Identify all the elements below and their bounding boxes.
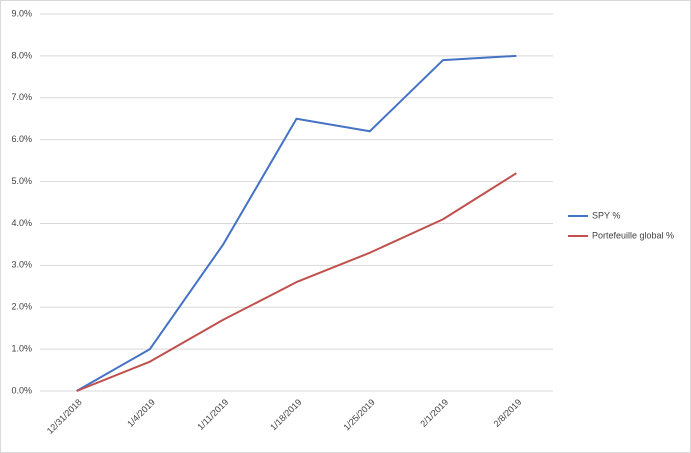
y-tick-label: 8.0%	[11, 50, 32, 60]
y-tick-label: 2.0%	[11, 302, 32, 312]
y-tick-label: 5.0%	[11, 176, 32, 186]
y-tick-label: 0.0%	[11, 385, 32, 395]
series-line	[76, 172, 517, 392]
y-tick-label: 7.0%	[11, 92, 32, 102]
y-tick-label: 6.0%	[11, 134, 32, 144]
y-tick-label: 1.0%	[11, 343, 32, 353]
legend-label: Portefeuille global %	[592, 230, 674, 240]
y-tick-label: 4.0%	[11, 218, 32, 228]
y-tick-label: 3.0%	[11, 260, 32, 270]
y-tick-label: 9.0%	[11, 8, 32, 18]
legend-label: SPY %	[592, 210, 620, 220]
series-line	[76, 54, 517, 392]
